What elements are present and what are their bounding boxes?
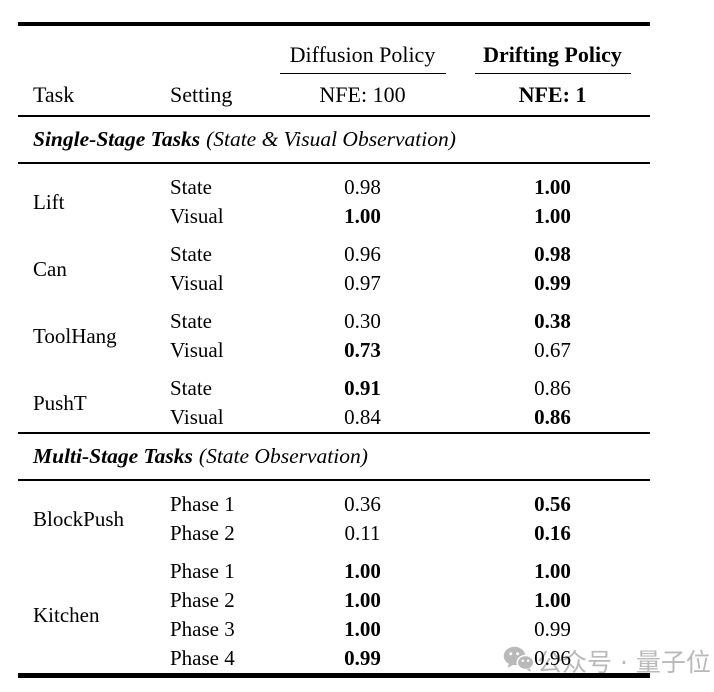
setting-column-header: Setting bbox=[158, 74, 270, 117]
table-row: BlockPush Phase 1 0.36 0.56 bbox=[18, 480, 650, 531]
diffusion-value: 1.00 bbox=[344, 559, 381, 583]
section-title: Multi-Stage Tasks bbox=[33, 444, 193, 468]
policy-header-row: Diffusion Policy Drifting Policy bbox=[18, 24, 650, 74]
drifting-value: 0.98 bbox=[534, 242, 571, 266]
table-row: ToolHang State 0.30 0.38 bbox=[18, 298, 650, 348]
drifting-value: 0.56 bbox=[534, 492, 571, 516]
task-cell: BlockPush bbox=[33, 506, 125, 531]
wechat-icon bbox=[503, 646, 535, 680]
diffusion-policy-header-cell: Diffusion Policy bbox=[270, 24, 455, 74]
setting-cell: Visual bbox=[170, 271, 224, 295]
diffusion-value: 0.73 bbox=[344, 338, 381, 362]
diffusion-policy-header: Diffusion Policy bbox=[279, 42, 446, 74]
drifting-value: 1.00 bbox=[534, 559, 571, 583]
results-table: Diffusion Policy Drifting Policy Task Se… bbox=[18, 22, 650, 678]
table-row: Phase 2 1.00 1.00 bbox=[18, 586, 650, 615]
diffusion-value: 0.84 bbox=[344, 405, 381, 429]
drifting-value: 0.96 bbox=[534, 646, 571, 670]
drifting-policy-header-cell: Drifting Policy bbox=[455, 24, 650, 74]
drifting-value: 0.99 bbox=[534, 271, 571, 295]
setting-cell: Visual bbox=[170, 204, 224, 228]
drifting-value: 0.38 bbox=[534, 309, 571, 333]
table-row: Visual 0.97 0.99 bbox=[18, 269, 650, 298]
table-row: Lift State 0.98 1.00 bbox=[18, 163, 650, 214]
watermark: 公众号 · 量子位 bbox=[503, 646, 711, 680]
empty-cell bbox=[18, 24, 158, 74]
drifting-value: 0.86 bbox=[534, 376, 571, 400]
setting-cell: Phase 2 bbox=[170, 588, 235, 612]
diffusion-value: 0.97 bbox=[344, 271, 381, 295]
section-title: Single-Stage Tasks bbox=[33, 127, 201, 151]
drifting-value: 0.67 bbox=[534, 338, 571, 362]
diffusion-value: 0.91 bbox=[344, 376, 381, 400]
task-column-header: Task bbox=[18, 74, 158, 117]
diffusion-value: 0.99 bbox=[344, 646, 381, 670]
drifting-value: 0.16 bbox=[534, 521, 571, 545]
diffusion-value: 0.36 bbox=[344, 492, 381, 516]
drifting-nfe-header: NFE: 1 bbox=[455, 74, 650, 117]
section-header-single-stage: Single-Stage Tasks (State & Visual Observ… bbox=[18, 116, 650, 164]
table-row: Phase 4 0.99 0.96 bbox=[18, 644, 650, 676]
table-row: Can State 0.96 0.98 bbox=[18, 231, 650, 281]
drifting-value: 1.00 bbox=[534, 588, 571, 612]
watermark-text: 公众号 · 量子位 bbox=[537, 648, 711, 677]
setting-cell: Phase 2 bbox=[170, 521, 235, 545]
diffusion-value: 0.98 bbox=[344, 175, 381, 199]
task-cell: ToolHang bbox=[33, 323, 117, 348]
table-row: Visual 0.84 0.86 bbox=[18, 403, 650, 433]
drifting-value: 0.86 bbox=[534, 405, 571, 429]
diffusion-value: 1.00 bbox=[344, 204, 381, 228]
drifting-value: 0.99 bbox=[534, 617, 571, 641]
task-cell: Lift bbox=[33, 189, 65, 214]
setting-cell: State bbox=[170, 309, 212, 333]
drifting-value: 1.00 bbox=[534, 175, 571, 199]
section-subtitle: (State Observation) bbox=[198, 444, 368, 468]
diffusion-value: 0.96 bbox=[344, 242, 381, 266]
drifting-value: 1.00 bbox=[534, 204, 571, 228]
table-row: Phase 3 1.00 0.99 bbox=[18, 615, 650, 644]
task-cell: Kitchen bbox=[33, 602, 100, 627]
diffusion-value: 1.00 bbox=[344, 617, 381, 641]
setting-cell: Phase 1 bbox=[170, 492, 235, 516]
drifting-policy-header: Drifting Policy bbox=[474, 42, 631, 74]
setting-cell: State bbox=[170, 242, 212, 266]
diffusion-nfe-header: NFE: 100 bbox=[270, 74, 455, 117]
diffusion-value: 0.11 bbox=[344, 521, 381, 545]
diffusion-value: 0.30 bbox=[344, 309, 381, 333]
table-row: Kitchen Phase 1 1.00 1.00 bbox=[18, 548, 650, 627]
section-header-multi-stage: Multi-Stage Tasks (State Observation) bbox=[18, 432, 650, 481]
table-row: Phase 2 0.11 0.16 bbox=[18, 519, 650, 548]
table-row: Visual 1.00 1.00 bbox=[18, 202, 650, 231]
empty-cell bbox=[158, 24, 270, 74]
setting-cell: Phase 4 bbox=[170, 646, 235, 670]
task-cell: Can bbox=[33, 256, 67, 281]
setting-cell: Phase 1 bbox=[170, 559, 235, 583]
setting-cell: State bbox=[170, 376, 212, 400]
table-row: Visual 0.73 0.67 bbox=[18, 336, 650, 365]
task-cell: PushT bbox=[33, 390, 87, 415]
section-subtitle: (State & Visual Observation) bbox=[206, 127, 456, 151]
column-header-row: Task Setting NFE: 100 NFE: 1 bbox=[18, 74, 650, 117]
setting-cell: Visual bbox=[170, 338, 224, 362]
setting-cell: Phase 3 bbox=[170, 617, 235, 641]
setting-cell: Visual bbox=[170, 405, 224, 429]
diffusion-value: 1.00 bbox=[344, 588, 381, 612]
setting-cell: State bbox=[170, 175, 212, 199]
table-row: PushT State 0.91 0.86 bbox=[18, 365, 650, 415]
